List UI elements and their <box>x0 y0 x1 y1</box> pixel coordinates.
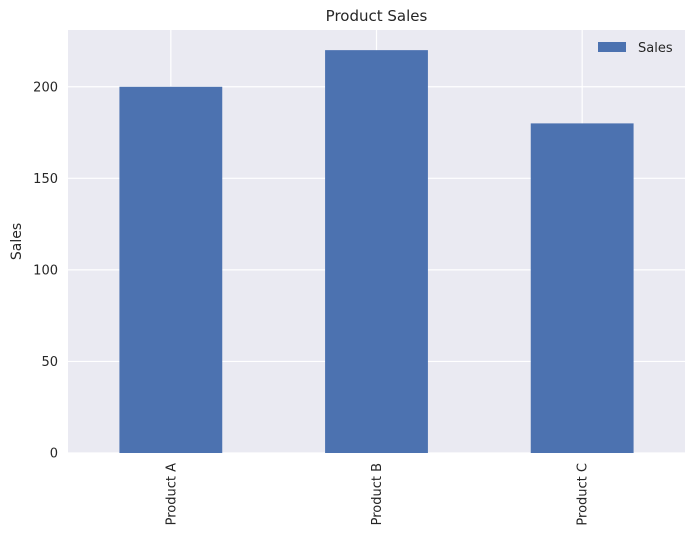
legend-swatch-sales <box>598 42 626 52</box>
legend[interactable]: Sales <box>598 41 673 56</box>
y-tick-label: 50 <box>41 355 58 370</box>
bar-product-a[interactable] <box>119 86 223 453</box>
bar-product-c[interactable] <box>530 123 634 453</box>
y-tick-label: 200 <box>33 80 58 95</box>
y-axis-ticks: 0 50 100 150 200 <box>33 80 58 461</box>
x-tick-label: Product B <box>370 463 385 525</box>
bar-product-b[interactable] <box>325 50 428 454</box>
legend-label-sales: Sales <box>638 41 673 56</box>
bars <box>119 50 634 454</box>
y-axis-label: Sales <box>9 223 25 260</box>
x-axis-ticks: Product A Product B Product C <box>164 463 590 526</box>
x-tick-label: Product C <box>576 463 591 526</box>
x-tick-label: Product A <box>164 463 179 525</box>
y-tick-label: 150 <box>33 172 58 187</box>
y-tick-label: 100 <box>33 263 58 278</box>
y-tick-label: 0 <box>50 447 58 462</box>
chart-title: Product Sales <box>326 7 428 25</box>
